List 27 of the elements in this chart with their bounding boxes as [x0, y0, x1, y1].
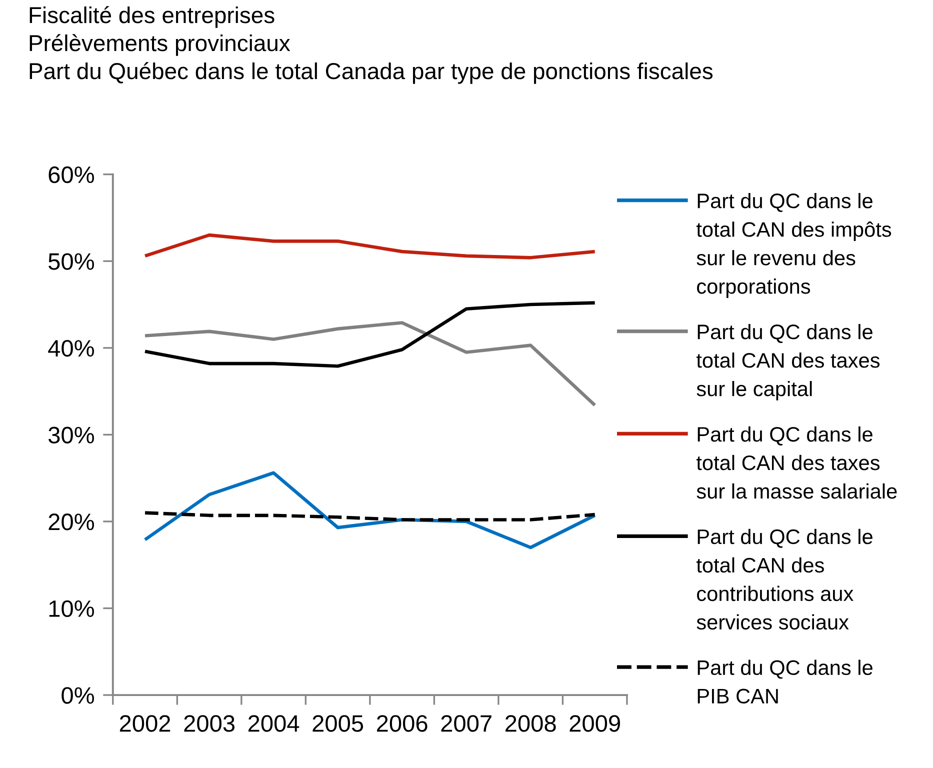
y-tick-label: 50%: [48, 253, 94, 270]
text: Part du Québec dans le total Canada par type de ponctions fiscales: [30, 62, 713, 84]
legend-label: Part du QC dans le PIB CAN: [698, 660, 872, 704]
legend-label: Part du QC dans le total CAN des taxes sur le capital: [696, 324, 880, 400]
legend-label: Part du QC dans le total CAN des contributions aux services sociaux: [696, 528, 872, 630]
line-series: [143, 511, 597, 522]
line-series: [143, 321, 597, 407]
x-tick-label: 2006: [376, 715, 428, 732]
line-series: [143, 301, 597, 368]
x-tick-label: 2002: [120, 715, 170, 732]
x-tick-label: 2003: [184, 715, 235, 732]
x-tick-label: 2009: [570, 715, 620, 732]
chart-subtitle: Prélèvements provinciaux: [30, 34, 290, 56]
x-tick-label: 2005: [312, 715, 364, 732]
legend-label: Part du QC dans le total CAN des taxes sur la masse salariale: [696, 426, 897, 499]
chart-title: Fiscalité des entreprises: [30, 6, 274, 28]
y-tick-label: 10%: [49, 600, 94, 618]
x-tick-label: 2007: [441, 715, 492, 732]
line-series: [143, 233, 597, 260]
x-tick-label: 2004: [248, 715, 300, 732]
x-tick-label: 2008: [506, 715, 556, 732]
y-tick-label: 60%: [48, 166, 94, 184]
y-tick-label: 40%: [48, 340, 94, 357]
y-tick-label: 20%: [48, 514, 94, 530]
legend-label: Part du QC dans le total CAN des impôts sur le revenu des corporations: [696, 193, 892, 298]
y-tick-label: 0%: [62, 687, 94, 704]
y-tick-label: 30%: [48, 426, 94, 444]
